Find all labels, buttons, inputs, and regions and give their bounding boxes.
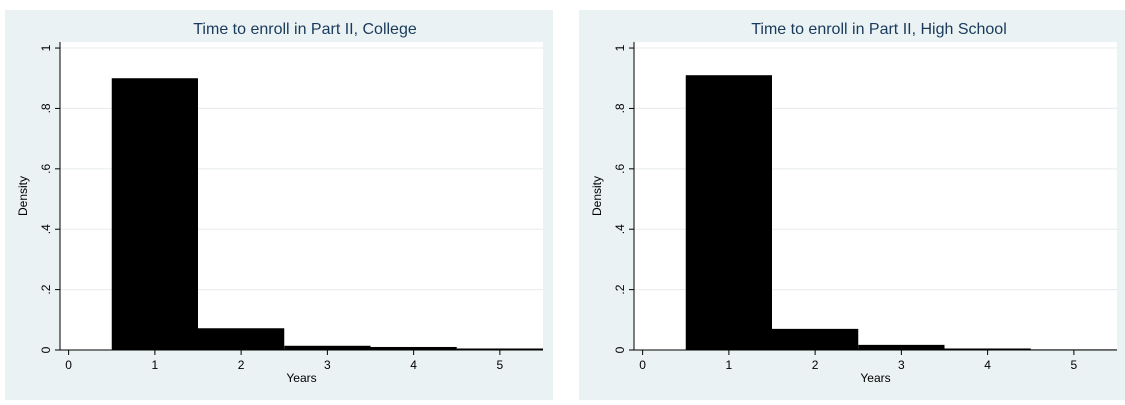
x-tick-label: 5 [1071,358,1078,372]
x-axis-label: Years [860,371,890,385]
y-tick-label: .4 [613,224,627,234]
chart-marks: 0 .2 .4 .6 .8 1 0 1 2 3 4 5 [39,42,543,372]
x-tick-label: 5 [497,358,504,372]
histogram-bar [456,348,543,350]
y-tick-label: 0 [39,346,53,353]
y-axis-label: Density [590,176,604,216]
histogram-bar [284,345,371,350]
chart-marks: 0 .2 .4 .6 .8 1 0 1 2 3 4 5 [613,42,1117,372]
x-tick-label: 2 [812,358,819,372]
histogram-bar [858,344,945,350]
x-tick-label: 3 [898,358,905,372]
high-school-histogram-panel: 0 .2 .4 .6 .8 1 0 1 2 3 4 5 Time to enroll in Part … [579,10,1125,400]
y-tick-label: 1 [39,44,53,51]
histogram-bar [685,75,772,350]
y-tick-label: .6 [613,163,627,173]
high-school-histogram-chart: 0 .2 .4 .6 .8 1 0 1 2 3 4 5 Time to enroll in Part … [579,10,1125,400]
histogram-bar [944,348,1031,350]
y-tick-label: .8 [39,103,53,113]
chart-title: Time to enroll in Part II, High School [751,21,1007,38]
y-tick-label: .2 [39,284,53,294]
y-tick-label: .6 [39,163,53,173]
histogram-bar [198,328,285,350]
histogram-bar [111,78,198,350]
y-tick-label: 1 [613,44,627,51]
x-tick-label: 4 [410,358,417,372]
y-tick-label: .8 [613,103,627,113]
histogram-bar [370,346,457,350]
x-tick-label: 0 [65,358,72,372]
x-tick-label: 1 [152,358,159,372]
college-histogram-panel: 0 .2 .4 .6 .8 1 0 1 2 3 4 5 Time to enroll in Part … [5,10,553,400]
x-tick-label: 0 [639,358,646,372]
college-histogram-chart: 0 .2 .4 .6 .8 1 0 1 2 3 4 5 Time to enroll in Part … [5,10,553,400]
x-tick-label: 3 [324,358,331,372]
y-tick-label: .4 [39,224,53,234]
x-tick-label: 4 [984,358,991,372]
y-axis-label: Density [16,176,30,216]
y-tick-label: 0 [613,346,627,353]
x-tick-label: 1 [726,358,733,372]
x-tick-label: 2 [238,358,245,372]
x-axis-label: Years [286,371,316,385]
histogram-bar [772,328,859,350]
chart-title: Time to enroll in Part II, College [193,21,417,38]
y-tick-label: .2 [613,284,627,294]
